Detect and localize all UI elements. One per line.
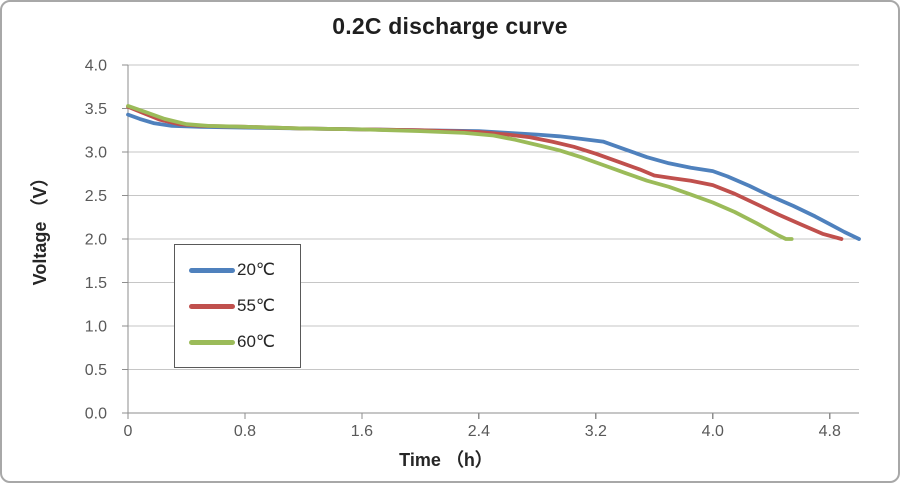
x-tick-label: 2.4 [468, 423, 490, 440]
y-tick-label: 3.0 [85, 145, 107, 162]
legend-item-60c: 60℃ [175, 324, 300, 360]
legend-swatch-60c-line [189, 339, 235, 345]
y-tick-label: 1.0 [85, 319, 107, 336]
legend: 20℃ 55℃ 60℃ [174, 244, 301, 368]
x-tick-label: 0 [124, 423, 133, 440]
y-tick-label: 2.5 [85, 188, 107, 205]
legend-item-20c: 20℃ [175, 252, 300, 288]
series-line-60℃ [126, 104, 794, 241]
y-tick-label: 3.5 [85, 101, 107, 118]
y-tick-label: 0.5 [85, 362, 107, 379]
x-tick-label: 1.6 [351, 423, 373, 440]
x-tick-label: 4.8 [819, 423, 841, 440]
legend-item-55c: 55℃ [175, 288, 300, 324]
y-tick-label: 1.5 [85, 275, 107, 292]
y-axis-title: Voltage （V） [30, 168, 50, 286]
y-tick-label: 0.0 [85, 406, 107, 423]
x-tick-label: 4.0 [702, 423, 724, 440]
legend-label-60c: 60℃ [237, 332, 276, 351]
x-axis-title: Time （h） [399, 450, 493, 470]
x-tick-label: 3.2 [585, 423, 607, 440]
legend-label-55c: 55℃ [237, 296, 276, 315]
chart-title: 0.2C discharge curve [332, 13, 568, 39]
x-tick-label: 0.8 [234, 423, 256, 440]
legend-swatch-20c-line [189, 267, 235, 273]
y-tick-label: 2.0 [85, 232, 107, 249]
legend-label-20c: 20℃ [237, 260, 276, 279]
legend-swatch-55c-line [189, 303, 235, 309]
y-tick-label: 4.0 [85, 58, 107, 75]
